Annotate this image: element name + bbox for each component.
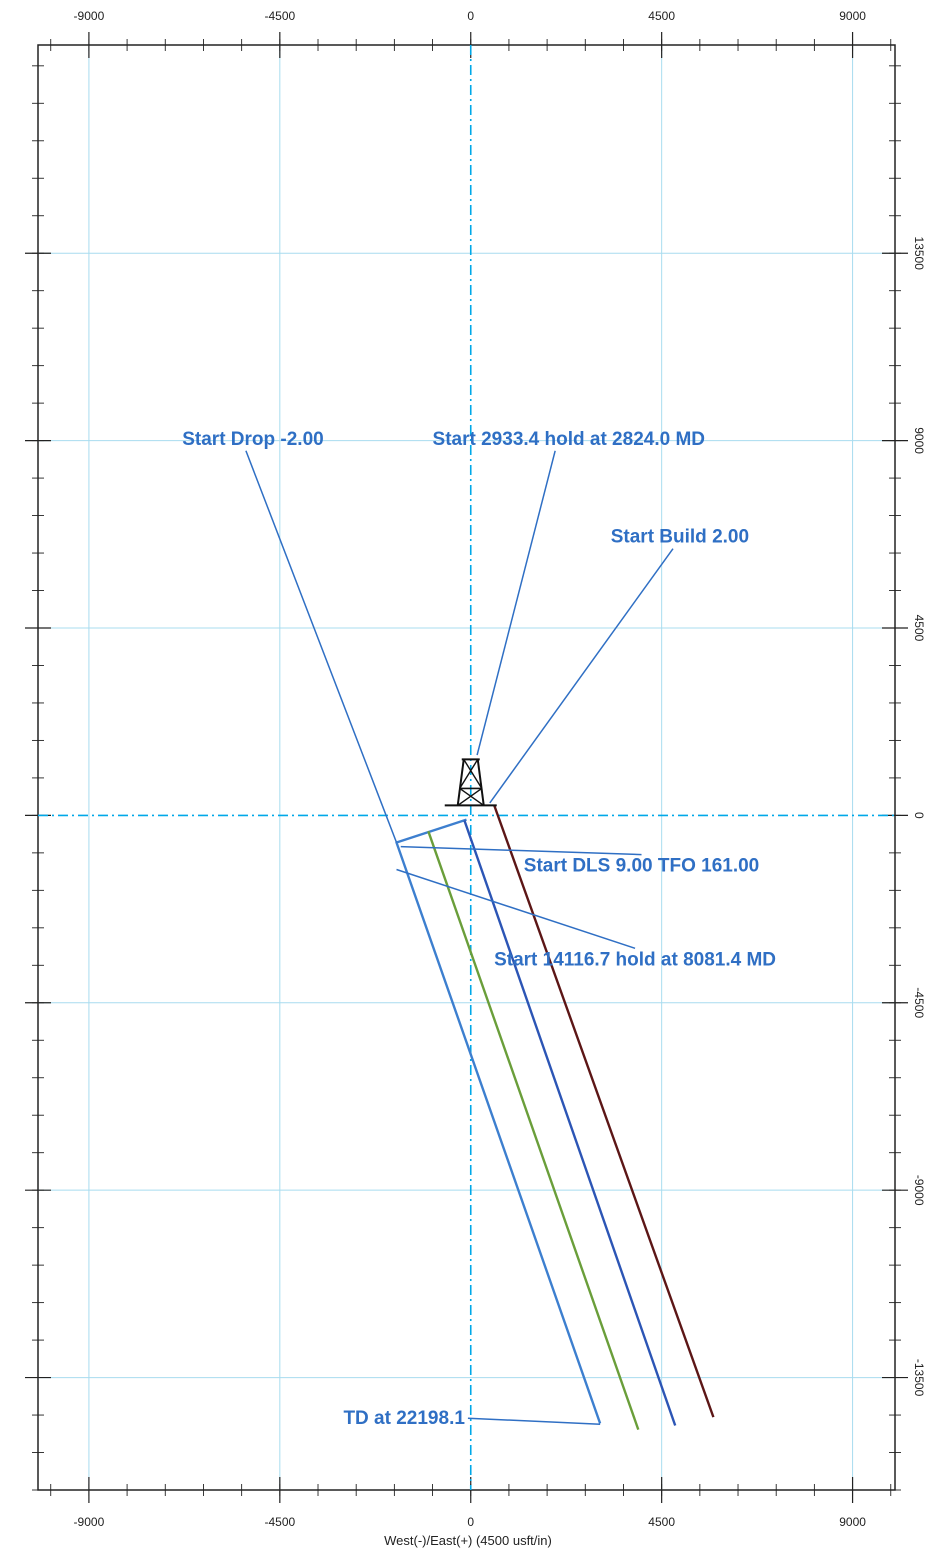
y-tick-label: 9000 <box>912 427 926 454</box>
annotation-label-2: Start 2933.4 hold at 2824.0 MD <box>433 429 705 450</box>
annotation-leader-line-5 <box>396 868 636 950</box>
y-tick-label: 0 <box>912 812 926 819</box>
annotation-label-6: TD at 22198.1 <box>343 1408 465 1429</box>
rig-leg-right <box>476 759 485 806</box>
wellpath-series <box>395 804 715 1430</box>
annotation-leader-line-3 <box>489 548 674 804</box>
annotation-label-5: Start 14116.7 hold at 8081.4 MD <box>494 949 776 970</box>
x-tick-label-top: 9000 <box>839 9 866 23</box>
annotation-label-3: Start Build 2.00 <box>611 527 749 548</box>
x-tick-label-top: 0 <box>467 9 474 23</box>
x-tick-label-bottom: 4500 <box>648 1515 675 1529</box>
zero-axes <box>38 45 895 1490</box>
annotation-leader-line-6 <box>467 1417 601 1425</box>
annotation-leader-line-2 <box>476 450 556 756</box>
minor-ticks <box>25 32 908 1503</box>
rig-icon <box>444 758 497 807</box>
y-tick-label: -4500 <box>912 987 926 1018</box>
rig-brace-1 <box>459 759 479 789</box>
rig-leg-left <box>456 759 465 806</box>
wellpath-series-line-4 <box>492 804 715 1418</box>
x-tick-label-top: -4500 <box>264 9 295 23</box>
plot-area <box>37 44 896 1491</box>
rig-brace-2 <box>463 759 483 789</box>
x-tick-label-top: 4500 <box>648 9 675 23</box>
annotation-label-4: Start DLS 9.00 TFO 161.00 <box>524 856 760 877</box>
annotations: Start Drop -2.00 Start 2933.4 hold at 282… <box>182 429 776 1429</box>
wellpath-series-line-2 <box>427 830 640 1430</box>
wellpath-series-line-1 <box>395 818 602 1424</box>
annotation-label-1: Start Drop -2.00 <box>182 429 323 450</box>
x-tick-label-bottom: -9000 <box>74 1515 105 1529</box>
annotation-leader-line-1 <box>245 450 398 843</box>
x-tick-label-top: -9000 <box>74 9 105 23</box>
y-tick-label: 13500 <box>912 237 926 271</box>
rig-brace-4 <box>459 787 485 806</box>
x-axis-title: West(-)/East(+) (4500 usft/in) <box>384 1533 552 1548</box>
y-tick-label: -9000 <box>912 1175 926 1206</box>
tick-labels: -9000 -9000 -4500 -4500 0 0 4500 4500 9000 9000 13… <box>74 9 926 1529</box>
annotation-leader-line-4 <box>400 845 642 856</box>
grid-lines <box>38 45 895 1490</box>
rig-brace-3 <box>457 787 483 806</box>
x-tick-label-bottom: -4500 <box>264 1515 295 1529</box>
y-tick-label: -13500 <box>912 1359 926 1397</box>
x-tick-label-bottom: 0 <box>467 1515 474 1529</box>
y-tick-label: 4500 <box>912 615 926 642</box>
x-tick-label-bottom: 9000 <box>839 1515 866 1529</box>
wellpath-series-line-3 <box>463 820 677 1426</box>
